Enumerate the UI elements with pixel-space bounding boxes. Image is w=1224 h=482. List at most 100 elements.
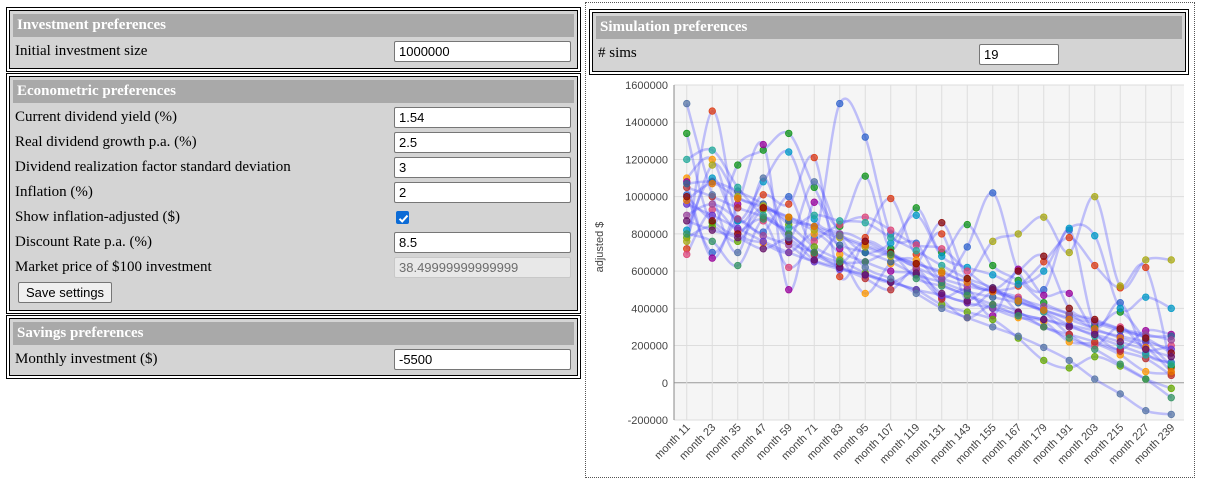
data-point	[861, 219, 869, 227]
chart-axes: -200000 0 200000 400000 600000 800000 1000000 1…	[625, 80, 1177, 467]
y-tick-label: 1200000	[625, 154, 668, 166]
data-point	[734, 215, 742, 223]
data-point	[1065, 289, 1073, 298]
data-point	[734, 183, 742, 192]
realization-sd-input[interactable]	[394, 157, 571, 178]
data-point	[1167, 360, 1175, 368]
data-point	[861, 237, 869, 246]
data-point	[1142, 293, 1150, 301]
dividend-yield-row: Current dividend yield (%)	[13, 105, 574, 130]
data-point	[1014, 280, 1022, 288]
data-point	[708, 200, 716, 208]
discount-rate-row: Discount Rate p.a. (%)	[13, 230, 574, 255]
discount-rate-input[interactable]	[394, 232, 571, 253]
data-point	[989, 271, 997, 279]
econometric-preferences-header: Econometric preferences	[13, 80, 574, 103]
sims-input[interactable]	[979, 44, 1059, 65]
data-point	[1065, 224, 1073, 233]
data-point	[683, 217, 691, 225]
y-tick-label: 1600000	[625, 80, 668, 92]
data-point	[861, 133, 869, 141]
dividend-yield-label: Current dividend yield (%)	[15, 109, 178, 125]
data-point	[1065, 323, 1073, 331]
y-tick-label: 600000	[631, 266, 668, 278]
data-point	[861, 271, 869, 279]
data-point	[1014, 312, 1022, 320]
dividend-growth-row: Real dividend growth p.a. (%)	[13, 130, 574, 155]
data-point	[938, 269, 946, 277]
investment-preferences-panel: Investment preferences Initial investmen…	[6, 7, 581, 72]
data-point	[887, 233, 895, 242]
data-point	[963, 313, 971, 322]
save-settings-button[interactable]: Save settings	[18, 282, 113, 303]
dividend-growth-input[interactable]	[394, 132, 571, 153]
data-point	[785, 200, 793, 208]
dividend-yield-input[interactable]	[394, 107, 571, 128]
data-point	[1142, 367, 1150, 376]
data-point	[1040, 213, 1048, 221]
data-point	[912, 211, 920, 219]
data-point	[1116, 304, 1124, 313]
data-point	[989, 189, 997, 197]
data-point	[836, 232, 844, 240]
data-point	[683, 99, 691, 108]
data-point	[734, 261, 742, 270]
data-point	[1014, 267, 1022, 275]
data-point	[683, 230, 691, 238]
data-point	[759, 140, 767, 149]
data-point	[963, 274, 971, 283]
data-point	[708, 179, 716, 188]
data-point	[938, 289, 946, 298]
data-point	[1065, 315, 1073, 324]
inflation-adjusted-row: Show inflation-adjusted ($)	[13, 205, 574, 230]
data-point	[683, 192, 691, 201]
data-point	[734, 204, 742, 212]
monthly-investment-label: Monthly investment ($)	[15, 351, 158, 367]
data-point	[785, 148, 793, 156]
realization-sd-row: Dividend realization factor standard dev…	[13, 155, 574, 180]
data-point	[785, 248, 793, 257]
data-point	[708, 191, 716, 199]
y-axis-label: adjusted $	[594, 222, 606, 273]
data-point	[683, 129, 691, 138]
data-point	[1167, 353, 1175, 361]
data-point	[912, 274, 920, 283]
simulation-container: Simulation preferences # sims -200000 0 20…	[585, 2, 1195, 478]
sims-row: # sims	[596, 41, 1182, 66]
sims-label: # sims	[598, 45, 637, 61]
data-point	[1091, 353, 1099, 361]
data-point	[938, 304, 946, 313]
data-point	[1091, 261, 1099, 270]
data-point	[861, 172, 869, 180]
inflation-input[interactable]	[394, 182, 571, 203]
data-point	[708, 161, 716, 169]
data-point	[810, 178, 818, 186]
inflation-adjusted-checkbox[interactable]	[396, 211, 409, 224]
inflation-label: Inflation (%)	[15, 184, 93, 200]
data-point	[836, 258, 844, 266]
monthly-investment-input[interactable]	[394, 349, 571, 370]
data-point	[785, 129, 793, 138]
data-point	[683, 237, 691, 246]
market-price-label: Market price of $100 investment	[15, 259, 212, 275]
data-point	[759, 215, 767, 223]
y-tick-label: 0	[662, 378, 668, 390]
initial-investment-input[interactable]	[394, 41, 571, 62]
data-point	[912, 289, 920, 298]
data-point	[887, 267, 895, 275]
data-point	[989, 284, 997, 292]
series-line	[685, 97, 1172, 364]
y-tick-label: -200000	[628, 415, 668, 427]
data-point	[912, 259, 920, 268]
data-point	[887, 194, 895, 203]
data-point	[1065, 304, 1073, 313]
data-point	[785, 286, 793, 294]
discount-rate-label: Discount Rate p.a. (%)	[15, 234, 153, 250]
data-point	[759, 245, 767, 253]
data-point	[785, 192, 793, 201]
data-point	[1116, 325, 1124, 333]
savings-preferences-header: Savings preferences	[13, 322, 574, 345]
checkmark-icon	[398, 214, 409, 223]
data-point	[708, 107, 716, 115]
data-point	[810, 256, 818, 264]
